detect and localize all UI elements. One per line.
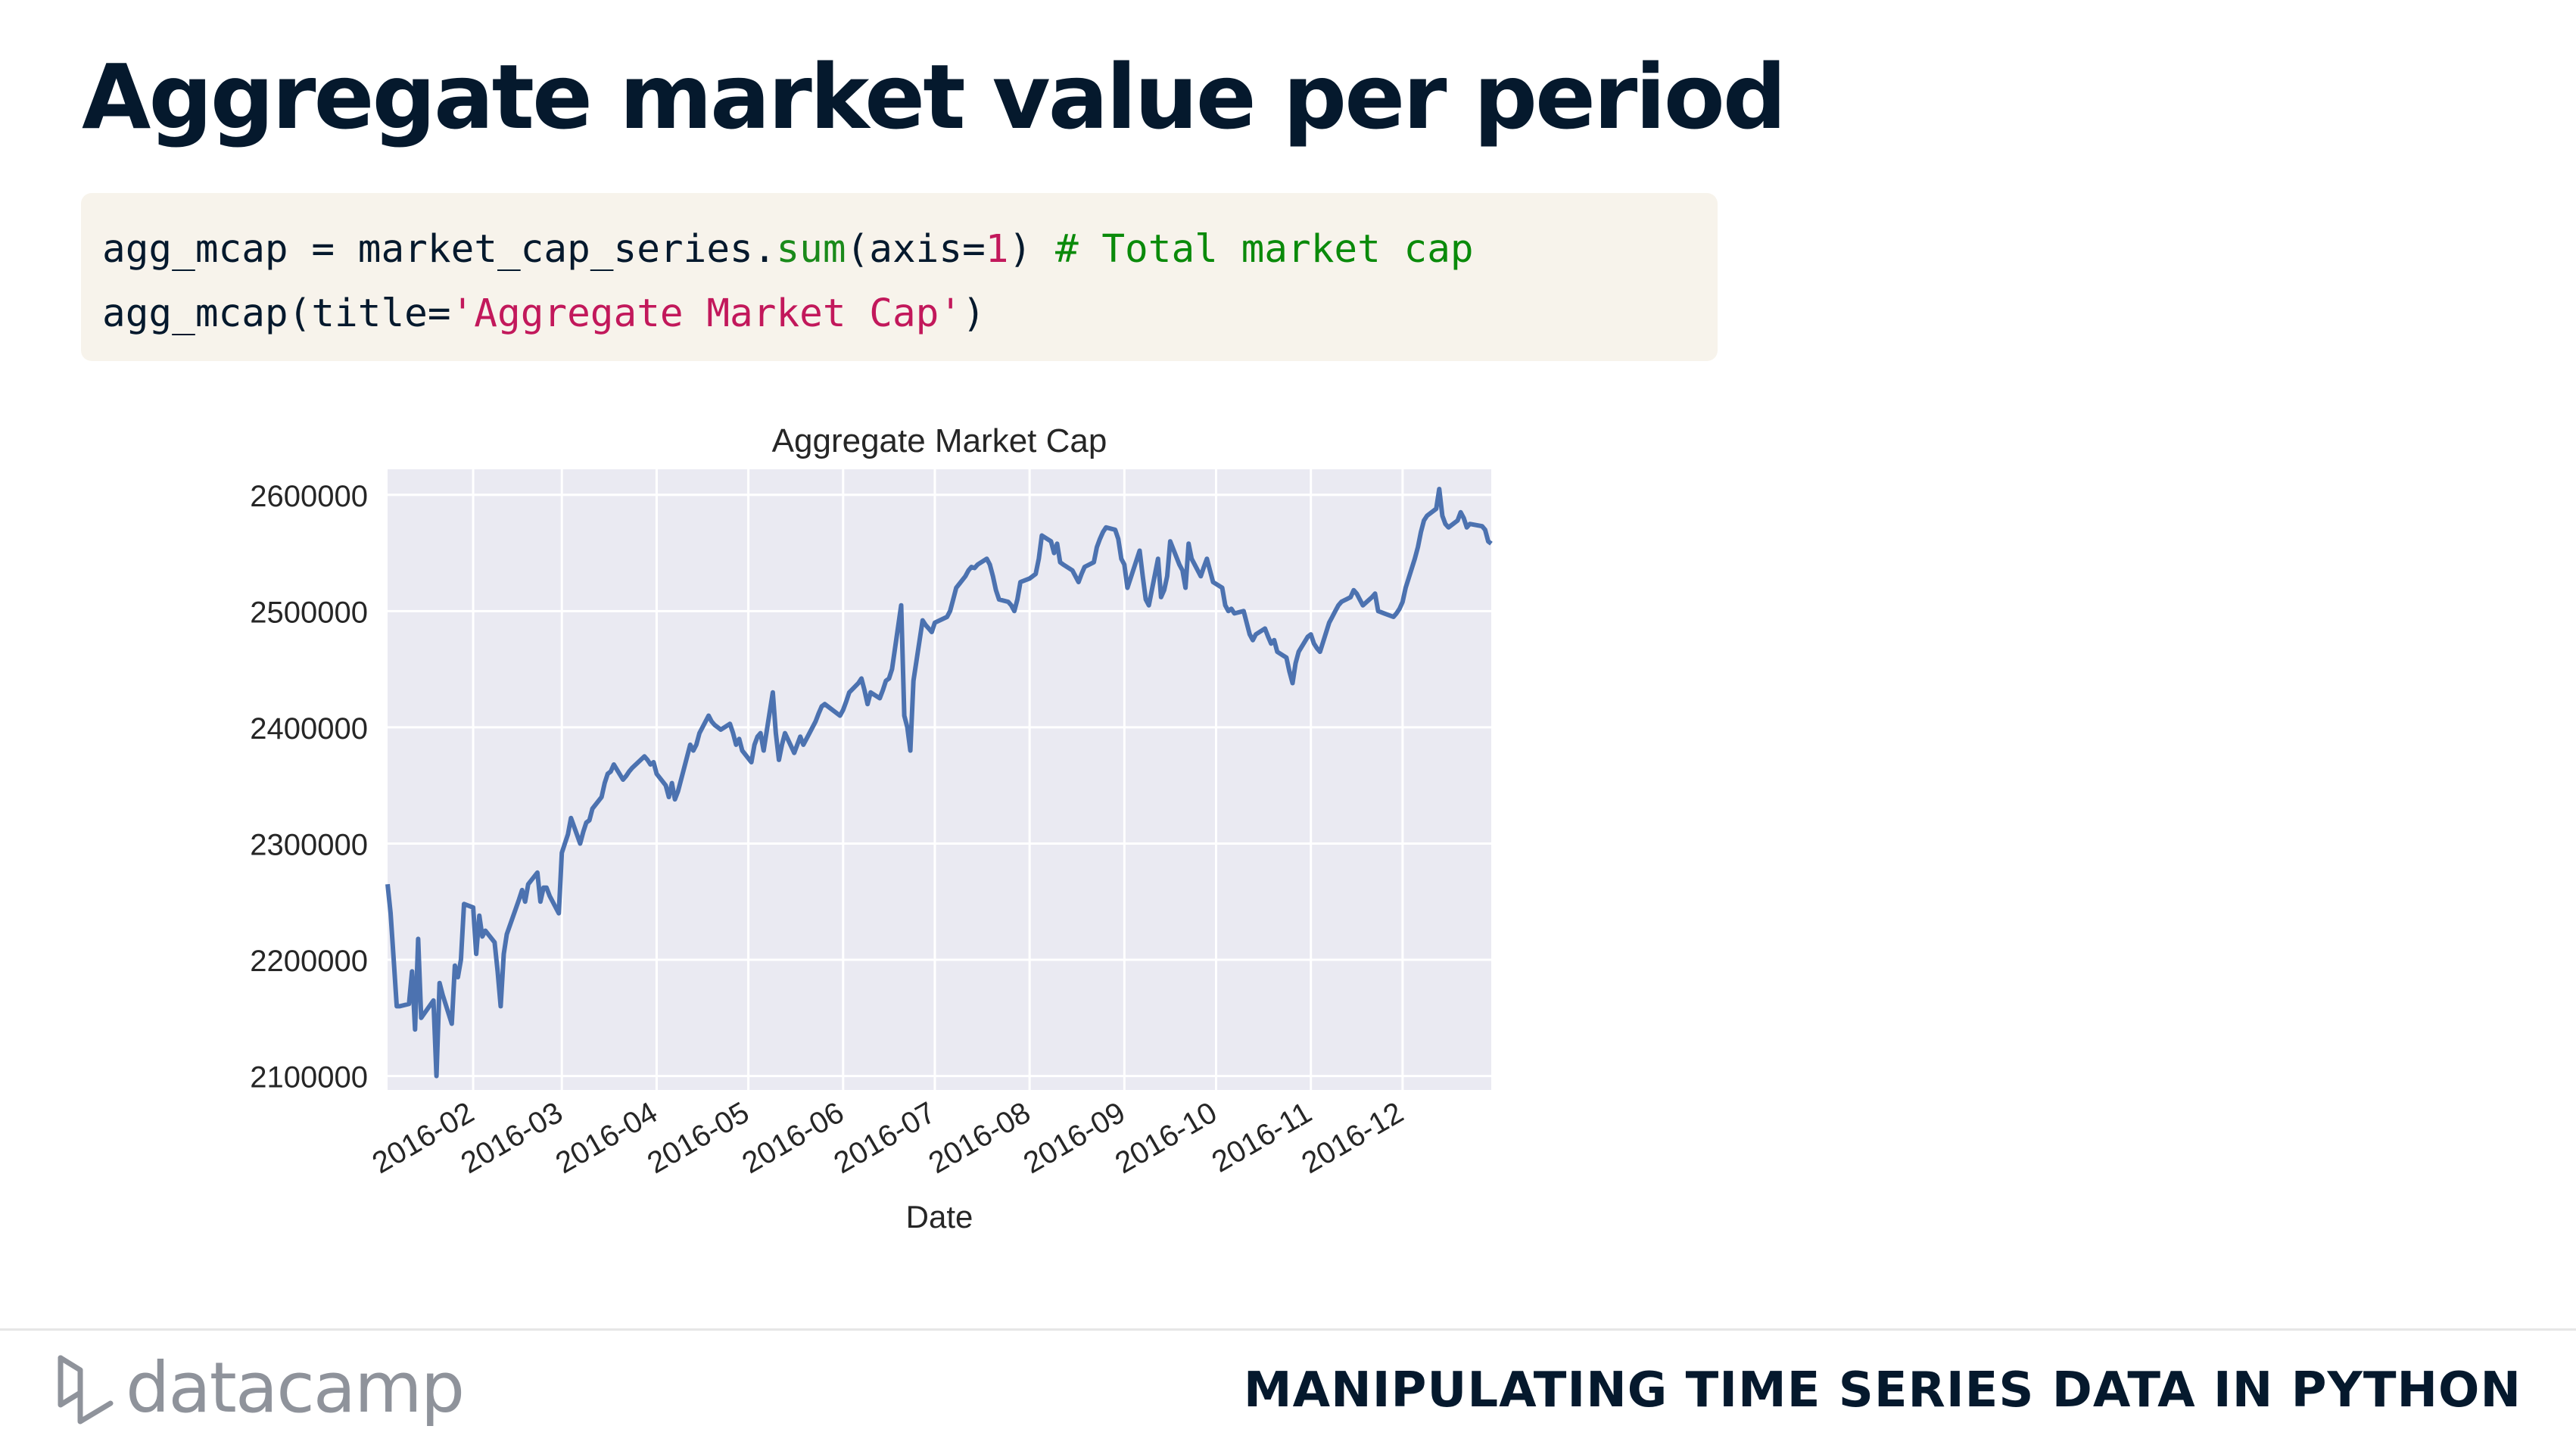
series-line [385, 487, 1493, 1079]
x-tick-label: 2016-06 [737, 1096, 849, 1181]
code-line-2: agg_mcap(title='Aggregate Market Cap') [102, 282, 1696, 346]
brand-name: datacamp [126, 1347, 465, 1428]
course-title: MANIPULATING TIME SERIES DATA IN PYTHON [1243, 1362, 2521, 1418]
code-number: 1 [985, 227, 1009, 272]
y-tick-label: 2500000 [250, 596, 368, 629]
y-tick-label: 2100000 [250, 1061, 368, 1094]
code-text: agg_mcap = market_cap_series. [102, 227, 777, 272]
x-axis-ticks: 2016-022016-032016-042016-052016-062016-… [366, 1096, 1409, 1181]
grid-lines [388, 469, 1491, 1090]
y-tick-label: 2200000 [250, 945, 368, 978]
code-function: sum [776, 227, 846, 272]
code-line-1: agg_mcap = market_cap_series.sum(axis=1)… [102, 217, 1696, 282]
x-tick-label: 2016-12 [1296, 1096, 1409, 1181]
plot-area [388, 469, 1491, 1090]
y-tick-label: 2300000 [250, 828, 368, 861]
market-cap-chart: 2100000 2200000 2300000 2400000 2500000 26000… [250, 422, 1493, 1235]
code-text: ) [1008, 227, 1055, 272]
x-tick-label: 2016-04 [550, 1096, 663, 1181]
x-tick-label: 2016-08 [924, 1096, 1036, 1181]
x-tick-label: 2016-05 [642, 1096, 755, 1181]
datacamp-logo: datacamp [55, 1347, 465, 1428]
code-string: 'Aggregate Market Cap' [450, 291, 963, 336]
x-tick-label: 2016-03 [456, 1096, 568, 1181]
chart-title: Aggregate Market Cap [772, 422, 1107, 459]
y-axis-ticks: 2100000 2200000 2300000 2400000 2500000 26000… [250, 480, 368, 1094]
code-block: agg_mcap = market_cap_series.sum(axis=1)… [81, 193, 1718, 361]
y-tick-label: 2400000 [250, 712, 368, 746]
code-comment: # Total market cap [1054, 227, 1474, 272]
x-axis-label: Date [906, 1199, 973, 1235]
x-tick-label: 2016-11 [1207, 1096, 1318, 1179]
code-text: ) [962, 291, 986, 336]
footer-divider [0, 1328, 2576, 1331]
x-tick-label: 2016-07 [828, 1096, 941, 1181]
datacamp-logo-icon [58, 1355, 114, 1424]
x-tick-label: 2016-02 [366, 1096, 479, 1181]
x-tick-label: 2016-10 [1110, 1096, 1223, 1181]
x-tick-label: 2016-09 [1018, 1096, 1131, 1181]
slide-title: Aggregate market value per period [82, 45, 1786, 149]
code-text: agg_mcap(title= [102, 291, 451, 336]
code-text: (axis= [846, 227, 986, 272]
y-tick-label: 2600000 [250, 480, 368, 513]
